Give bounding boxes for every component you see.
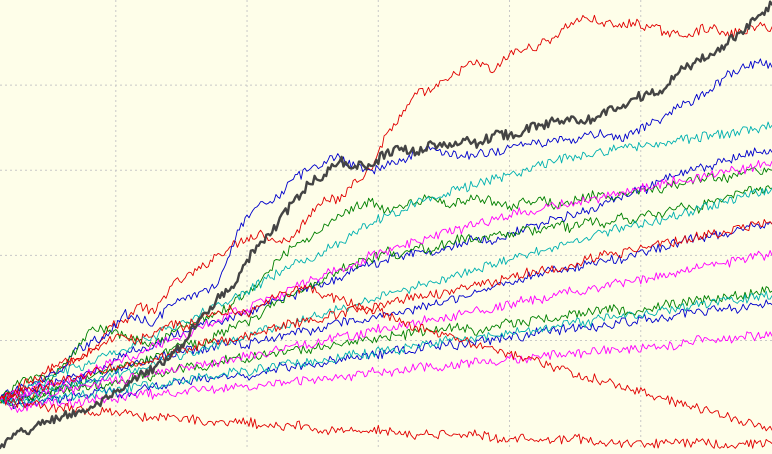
series-line-16 [0, 284, 772, 432]
series-line-18 [0, 395, 772, 449]
series-line-12 [0, 290, 772, 408]
series-line-15 [0, 331, 772, 413]
series-line-1 [0, 14, 772, 404]
series-line-13 [0, 160, 772, 400]
series-line-3 [0, 58, 772, 400]
series-line-10 [0, 121, 772, 402]
series-line-14 [0, 250, 772, 403]
series-line-7 [0, 167, 772, 403]
series-line-11 [0, 187, 772, 404]
series-line-17 [0, 218, 772, 400]
